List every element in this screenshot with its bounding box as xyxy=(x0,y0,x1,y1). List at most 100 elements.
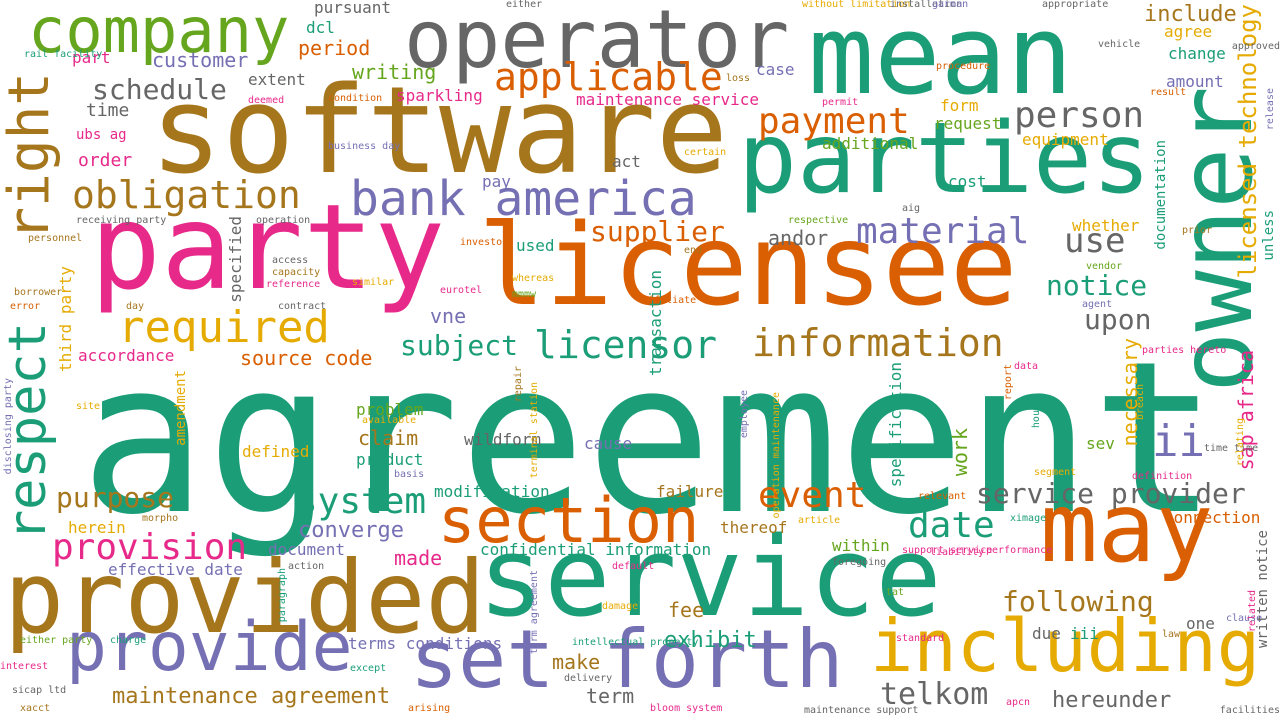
word: product xyxy=(356,450,424,469)
word: written notice xyxy=(1255,530,1271,649)
word: source code xyxy=(240,346,373,370)
word: agree xyxy=(1164,22,1213,41)
word: arising xyxy=(408,703,451,714)
word: failure xyxy=(656,482,724,501)
word: end xyxy=(684,245,703,256)
word: term xyxy=(586,684,635,708)
word: system xyxy=(296,481,427,522)
word: employee xyxy=(739,390,750,439)
word: following xyxy=(1002,585,1154,618)
word: vne xyxy=(430,304,467,328)
word: site xyxy=(76,401,101,412)
word: andor xyxy=(768,226,829,250)
word: ii xyxy=(1152,416,1205,467)
word: subject xyxy=(400,329,519,362)
word: hour xyxy=(1031,404,1042,429)
word: borrower xyxy=(14,287,63,298)
word: foregoing xyxy=(832,557,887,568)
word: condition xyxy=(328,93,383,104)
word: whether xyxy=(1072,216,1140,235)
word: thereof xyxy=(720,518,788,537)
word: information xyxy=(752,321,1004,365)
word: provide xyxy=(66,608,353,687)
word: operator xyxy=(404,0,790,86)
word: material xyxy=(856,211,1030,252)
word: bloom system xyxy=(650,703,723,714)
word: apcn xyxy=(1006,697,1031,708)
word: work xyxy=(948,428,972,477)
word: right xyxy=(0,72,62,241)
word: support service xyxy=(902,545,993,556)
word: charge xyxy=(110,635,147,646)
word: schedule xyxy=(92,73,227,106)
word: provided xyxy=(4,539,486,656)
word: capacity xyxy=(272,267,321,278)
word: used xyxy=(516,236,555,255)
word: interest xyxy=(0,661,49,672)
word: software xyxy=(150,62,728,201)
word: basis xyxy=(394,469,425,480)
word: connection xyxy=(1164,508,1261,527)
word: certain xyxy=(684,147,727,158)
word: request xyxy=(934,114,1002,133)
word: action xyxy=(288,561,325,572)
word: time time xyxy=(1204,443,1259,454)
word: similar xyxy=(352,277,395,288)
word: set forth xyxy=(410,613,844,706)
word: procedure xyxy=(936,61,991,72)
word: document xyxy=(268,540,346,559)
word: time xyxy=(86,100,130,121)
word: effective date xyxy=(108,560,243,579)
word: permit xyxy=(822,97,859,108)
word: extent xyxy=(248,70,306,89)
word: tat xyxy=(886,587,905,598)
word: business day xyxy=(328,141,401,152)
word: article xyxy=(798,515,841,526)
word: form xyxy=(940,96,979,115)
word: liability xyxy=(930,547,985,558)
word: supplier xyxy=(590,215,725,248)
word: herein xyxy=(68,518,126,537)
word: vehicle xyxy=(1098,39,1141,50)
word: repair xyxy=(513,366,524,403)
word: either xyxy=(506,0,543,10)
word: related xyxy=(1247,590,1258,633)
word: licensor xyxy=(534,323,718,367)
word: facilities xyxy=(1219,705,1280,716)
word: pay xyxy=(482,172,511,191)
word: additional xyxy=(822,134,919,153)
word: available xyxy=(362,415,417,426)
word: without limitation xyxy=(802,0,911,10)
word: within xyxy=(832,536,890,555)
word: definition xyxy=(1132,471,1193,482)
word: access xyxy=(272,255,309,266)
word: maintenance service xyxy=(576,90,760,109)
word: maintenance support xyxy=(804,705,919,716)
word: problem xyxy=(356,400,424,419)
word: mean xyxy=(808,0,1073,119)
word: data xyxy=(1014,361,1039,372)
word: garman xyxy=(932,0,969,10)
word: installation xyxy=(890,0,963,10)
word: payment xyxy=(758,101,910,142)
word: section xyxy=(438,484,700,557)
word: personnel xyxy=(28,233,83,244)
word: operation xyxy=(256,215,311,226)
word: respective xyxy=(788,215,849,226)
word: equipment xyxy=(1022,130,1109,149)
word: defined xyxy=(242,442,310,461)
word: xacct xyxy=(20,703,51,714)
word: accordance xyxy=(78,346,175,365)
word: result xyxy=(1150,87,1187,98)
word: customer xyxy=(152,48,249,72)
word: telkom xyxy=(880,677,989,712)
word: breach xyxy=(1135,384,1146,421)
word: unless xyxy=(1261,210,1277,261)
word: contract xyxy=(278,301,327,312)
word: converge xyxy=(298,518,404,543)
word: error xyxy=(10,301,41,312)
word: writing xyxy=(352,60,437,84)
word: third party xyxy=(56,266,75,372)
word: clause xyxy=(1226,613,1263,624)
